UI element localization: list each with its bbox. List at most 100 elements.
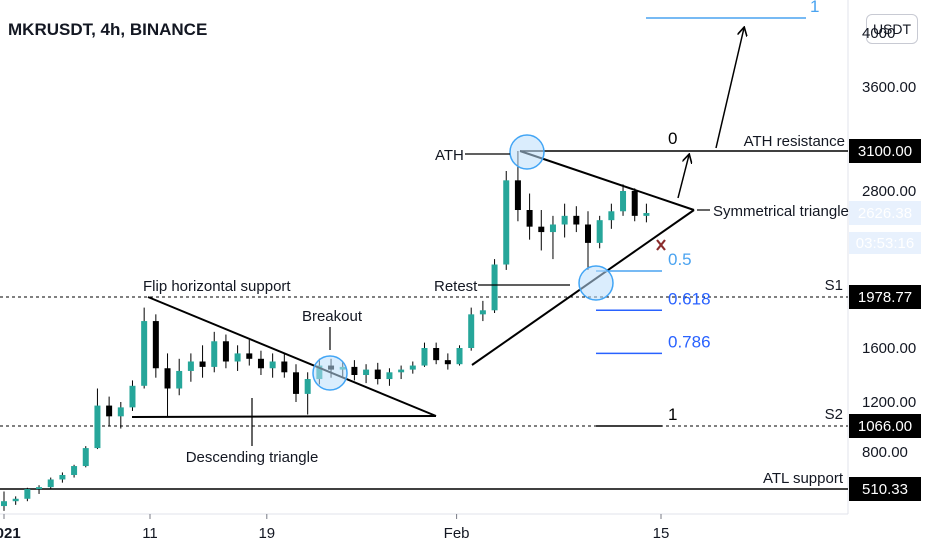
price-tag-03-53-16: 03:53:16 [849,232,921,254]
candle [117,402,124,429]
candle [479,300,486,322]
candle [59,472,66,483]
candle [94,388,101,450]
candle [1,491,7,511]
fib-top-label: 1 [810,0,819,16]
x-tick-label-19: 19 [258,525,275,542]
candle [631,188,638,222]
x-tick-label-11: 11 [142,525,158,542]
price-tag-1066-00: 1066.00 [849,414,921,438]
symmetrical-triangle-annotation: Symmetrical triangle [713,203,849,220]
svg-text:1066.00: 1066.00 [858,418,912,435]
y-tick-label-1200-00: 1200.00 [862,394,916,411]
y-tick-label-3600-00: 3600.00 [862,79,916,96]
candle [620,184,627,216]
candle [444,353,451,370]
fib-0-618-label: 0.618 [668,289,711,308]
candle [36,485,43,494]
retest-annotation: Retest [434,278,478,295]
x-tick-label-2021: 2021 [0,525,21,542]
candle [386,368,393,386]
x-tick-label-feb: Feb [444,525,470,542]
descending-triangle-upper-line[interactable] [147,296,437,417]
candle [351,360,358,381]
candle [82,446,89,468]
candle [503,171,510,270]
candle [222,334,229,369]
svg-text:1978.77: 1978.77 [858,289,912,306]
candle [398,365,405,380]
candle [421,342,428,367]
y-tick-label-800-00: 800.00 [862,444,908,461]
candle [211,331,218,373]
candle [585,211,591,270]
svg-text:03:53:16: 03:53:16 [856,235,914,252]
candle [106,396,113,427]
candle [538,210,545,251]
candle [269,353,276,378]
symmetrical-triangle-upper-line[interactable] [519,150,695,211]
candle [456,345,463,366]
flip-support-annotation: Flip horizontal support [143,278,291,295]
price-tag-510-33: 510.33 [849,477,921,501]
candle [491,259,498,313]
candle [257,350,264,375]
price-tag-3100-00: 3100.00 [849,139,921,163]
y-tick-label-2800-00: 2800.00 [862,183,916,200]
y-tick-label-1600-00: 1600.00 [862,340,916,357]
svg-text:2626.38: 2626.38 [858,205,912,222]
s1-label: S1 [825,277,843,294]
invalidation-cross-icon [656,239,666,251]
candle [176,358,183,396]
candle [234,345,241,371]
candle [246,339,253,366]
candle [152,314,159,378]
candle [363,364,370,384]
fib-0-5-label: 0.5 [668,250,692,269]
candle [281,353,288,378]
candle [596,215,603,249]
svg-text:3100.00: 3100.00 [858,143,912,160]
breakout-circle[interactable] [312,355,348,391]
candle [643,203,650,223]
chart-title: MKRUSDT, 4h, BINANCE [8,20,208,39]
y-tick-label-4000: 4000 [862,25,895,42]
candle [293,364,299,402]
retest-circle[interactable] [578,265,614,301]
candle [526,193,533,240]
candle [47,477,54,489]
price-tag-1978-77: 1978.77 [849,285,921,309]
candle [141,307,148,389]
candle [573,206,580,233]
candle [12,496,19,505]
x-tick-label-15: 15 [653,525,670,542]
ath-annotation: ATH [435,147,464,164]
currency-button[interactable]: USDT [866,14,918,44]
candle [71,464,78,478]
target-arrow[interactable] [715,28,744,149]
breakout-arrow[interactable] [677,155,689,199]
candle [304,372,311,415]
s2-label: S2 [825,406,843,423]
descending-triangle-lower-line[interactable] [131,415,437,418]
candle [164,353,171,417]
candle [561,203,568,238]
candle [433,342,440,365]
candle [608,203,615,229]
ath-circle[interactable] [509,134,545,170]
candle [24,487,31,502]
fib-1-label: 1 [668,405,677,424]
svg-text:510.33: 510.33 [862,481,908,498]
candle [549,215,556,260]
candle [374,362,381,385]
candle [129,380,136,411]
candle [468,307,475,351]
candle [199,345,206,378]
breakout-annotation: Breakout [302,308,363,325]
ath-resistance-label: ATH resistance [744,133,845,150]
fib-0-label: 0 [668,129,677,148]
price-tag-2626-38: 2626.38 [849,201,921,225]
candle [187,353,194,382]
descending-triangle-annotation: Descending triangle [186,449,319,466]
